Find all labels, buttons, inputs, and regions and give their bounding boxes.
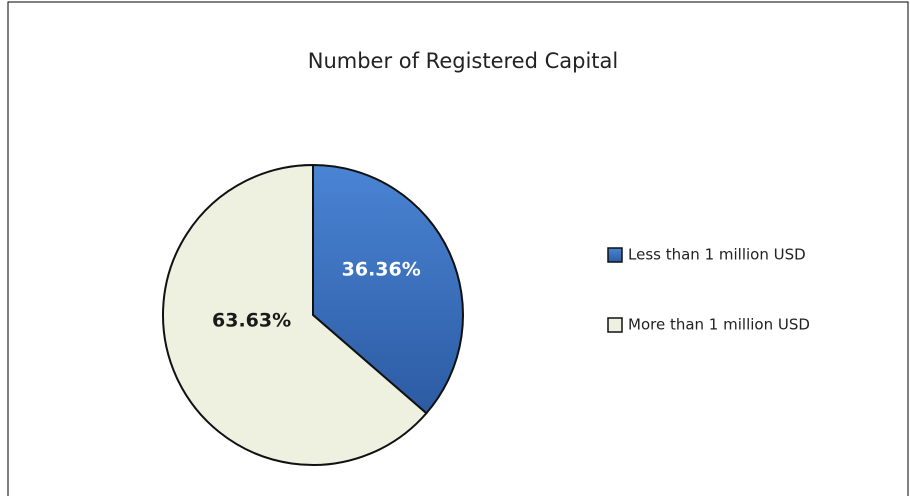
legend-swatch [607,317,623,333]
chart-frame [7,1,909,496]
pie-slice [162,163,428,466]
legend-label: Less than 1 million USD [628,246,806,264]
chart-title: Number of Registered Capital [308,49,619,73]
legend-swatch [607,247,623,263]
data-label: 63.63% [212,310,291,332]
pie-slice [312,163,464,415]
data-label: 36.36% [342,258,421,280]
legend-label: More than 1 million USD [628,316,810,334]
